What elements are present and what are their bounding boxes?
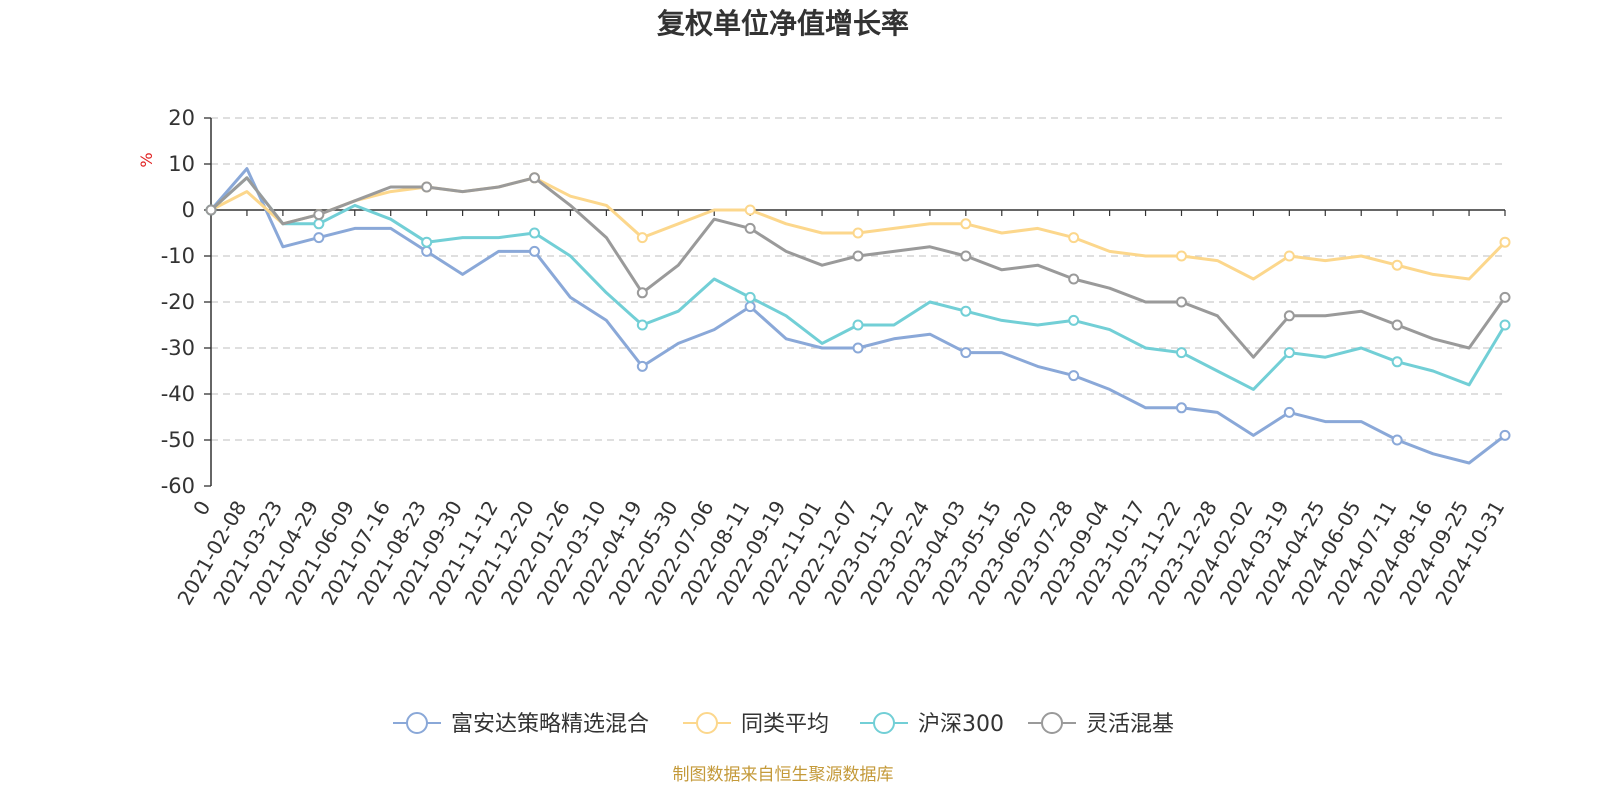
y-axis-unit-label: % <box>137 152 156 167</box>
series-3-point <box>852 250 864 262</box>
legend[interactable]: 富安达策略精选混合 同类平均 沪深300 灵活混基 <box>393 712 1174 737</box>
series-lines <box>205 167 1511 465</box>
series-3-point <box>1283 310 1295 322</box>
series-2-point <box>960 305 972 317</box>
series-3-point <box>313 209 325 221</box>
series-1-point <box>1391 259 1403 271</box>
series-3-point <box>636 287 648 299</box>
series-0-point <box>1068 370 1080 382</box>
legend-item-1[interactable]: 同类平均 <box>683 712 829 737</box>
series-1-point <box>744 204 756 216</box>
series-0-point <box>960 347 972 359</box>
series-3-point <box>1499 291 1511 303</box>
y-tick-label: -10 <box>161 244 195 268</box>
y-tick-label: 10 <box>168 152 195 176</box>
series-1-point <box>1176 250 1187 262</box>
legend-label: 沪深300 <box>918 712 1004 737</box>
series-3-point <box>960 250 972 262</box>
chart-title: 复权单位净值增长率 <box>657 7 909 40</box>
series-0-point <box>1499 429 1511 441</box>
y-tick-label: -30 <box>161 336 195 360</box>
series-2-point <box>744 291 756 303</box>
legend-circle-icon <box>406 712 428 734</box>
series-2-point <box>313 218 325 230</box>
series-0-point <box>852 342 864 354</box>
series-2-point <box>1283 347 1295 359</box>
y-tick-label: -50 <box>161 428 195 452</box>
series-1-point <box>636 232 648 244</box>
y-axis-ticks: 20 10 0 -10 -20 -30 -40 -50 -60 <box>161 106 211 498</box>
series-0-point <box>1283 406 1295 418</box>
series-0-point <box>744 301 756 313</box>
series-3-point <box>421 181 433 193</box>
legend-item-0[interactable]: 富安达策略精选混合 <box>393 712 649 737</box>
legend-label: 同类平均 <box>741 712 829 737</box>
source-note: 制图数据来自恒生聚源数据库 <box>673 765 894 785</box>
y-tick-label: -20 <box>161 290 195 314</box>
legend-circle-icon <box>696 712 718 734</box>
series-2-point <box>636 319 648 331</box>
series-0-point <box>1176 402 1187 414</box>
series-3-point <box>744 222 756 234</box>
series-1-point <box>1068 232 1080 244</box>
series-2-point <box>1176 347 1187 359</box>
y-tick-label: -40 <box>161 382 195 406</box>
series-1-point <box>960 218 972 230</box>
series-2-point <box>1068 314 1080 326</box>
series-1-point <box>1283 250 1295 262</box>
legend-circle-icon <box>873 712 895 734</box>
series-2-point <box>1391 356 1403 368</box>
y-tick-label: 20 <box>168 106 195 130</box>
legend-item-3[interactable]: 灵活混基 <box>1028 712 1174 737</box>
series-0-point <box>636 360 648 372</box>
y-tick-label: 0 <box>182 198 195 222</box>
series-2-point <box>852 319 864 331</box>
legend-item-2[interactable]: 沪深300 <box>860 712 1004 737</box>
x-tick-label: 0 <box>188 497 215 520</box>
legend-label: 灵活混基 <box>1086 712 1174 737</box>
series-2-point <box>1499 319 1511 331</box>
series-3-point <box>529 172 540 184</box>
series-0-point <box>1391 434 1403 446</box>
x-axis-ticks: 02021-02-082021-03-232021-04-292021-06-0… <box>172 210 1509 609</box>
series-2-point <box>421 236 433 248</box>
series-2-point <box>529 227 540 239</box>
y-tick-label: -60 <box>161 474 195 498</box>
series-3-point <box>1391 319 1403 331</box>
series-3-point <box>1068 273 1080 285</box>
legend-label: 富安达策略精选混合 <box>451 712 649 737</box>
series-0-point <box>313 232 325 244</box>
series-1-point <box>852 227 864 239</box>
series-0-point <box>421 245 433 257</box>
series-1-point <box>1499 236 1511 248</box>
series-0-point <box>529 245 540 257</box>
series-3-point <box>205 204 217 216</box>
series-3-point <box>1176 296 1187 308</box>
grid-lines <box>211 117 1505 441</box>
legend-circle-icon <box>1041 712 1063 734</box>
